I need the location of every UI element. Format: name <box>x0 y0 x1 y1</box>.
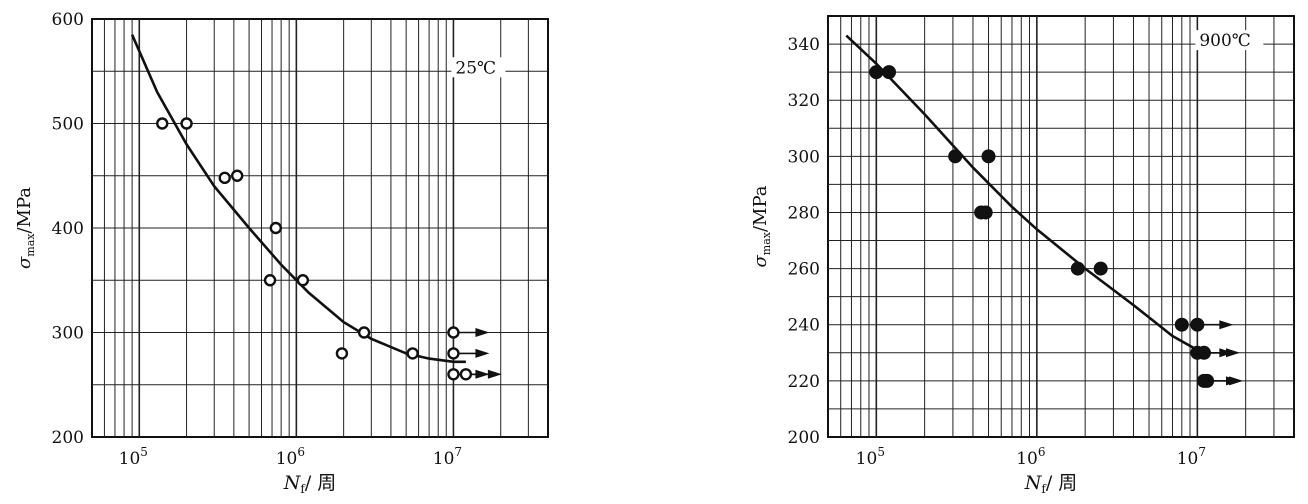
chart1-ytick-label: 500 <box>52 115 84 135</box>
chart2-data-point <box>1070 261 1085 276</box>
chart1-y-axis-symbol: σ <box>14 256 35 269</box>
chart1-runout-point <box>459 368 473 381</box>
chart2-data-point <box>978 205 993 220</box>
chart2-y-axis-label: σmax/MPa <box>750 185 773 267</box>
chart2-xtick-label: 106 <box>1016 445 1045 469</box>
chart1-xtick-exponent: 5 <box>140 445 148 459</box>
chart1-x-axis-symbol: N <box>283 472 302 494</box>
chart2-runout-arrow-head <box>1229 376 1244 386</box>
chart1-data-point <box>180 117 193 130</box>
chart2-y-axis-unit: /MPa <box>750 185 771 232</box>
chart1-temperature-label-bg <box>451 57 506 78</box>
chart1-xtick-label: 106 <box>276 445 305 469</box>
chart2-runout-point <box>1200 373 1215 388</box>
chart2-group: 200 220 240 260 280 300 320 340 105 106 107 Nf/ 周 σm… <box>750 15 1295 496</box>
chart2-data-point <box>1093 261 1108 276</box>
chart2-temperature-label: 900℃ <box>1199 31 1250 51</box>
chart2-plot-frame <box>827 15 1295 438</box>
chart1-y-axis-unit: /MPa <box>14 187 35 234</box>
chart1-runout-arrow-head <box>475 328 490 337</box>
chart1-xtick-exponent: 7 <box>454 445 462 459</box>
chart2-runout-arrow-head <box>1219 320 1234 330</box>
chart1-x-axis-label: Nf/ 周 <box>283 472 337 496</box>
chart2-ytick-label: 320 <box>788 91 820 111</box>
chart1-data-point <box>230 169 244 182</box>
chart2-data-point <box>882 65 897 80</box>
chart1-runout-point <box>447 326 460 339</box>
chart1-group: 200 300 400 500 600 105 106 107 Nf/ 周 σmax/MPa 25℃ <box>14 10 549 496</box>
chart1-ytick-label: 200 <box>52 428 84 448</box>
chart2-grid <box>828 16 1294 437</box>
chart1-data-point <box>296 274 310 287</box>
chart2-xtick-exponent: 5 <box>877 445 885 459</box>
chart1-y-axis-subscript: max <box>24 233 37 257</box>
chart2-runout-arrow-head <box>1226 348 1241 358</box>
chart1-grid <box>92 19 548 437</box>
chart2-runout-point <box>1190 317 1205 332</box>
chart1-ytick-label: 400 <box>52 219 84 239</box>
chart2-runout-point <box>1197 345 1212 360</box>
chart2-fitted-curve <box>845 34 1199 352</box>
chart2-temperature-label-bg <box>1195 30 1264 51</box>
chart2-x-axis-unit: / 周 <box>1046 472 1077 494</box>
chart2-y-axis-symbol: σ <box>750 255 771 268</box>
chart2-xtick-exponent: 6 <box>1038 445 1046 459</box>
chart2-ytick-label: 280 <box>788 203 820 223</box>
chart1-runout-arrow-head <box>475 348 490 358</box>
chart1-data-point <box>263 274 277 287</box>
chart2-data-point <box>869 65 884 80</box>
chart1-data-point <box>156 117 169 130</box>
chart2-xtick-label: 107 <box>1177 445 1206 469</box>
chart2-data-point <box>948 149 963 164</box>
chart2-ytick-label: 220 <box>788 372 820 392</box>
chart1-runout-point <box>447 347 460 360</box>
chart1-xtick-exponent: 6 <box>297 445 305 459</box>
chart1-ytick-label: 600 <box>52 10 84 30</box>
chart2-ytick-label: 260 <box>788 260 820 280</box>
chart1-data-point <box>218 171 231 185</box>
chart2-data-point <box>981 149 996 164</box>
chart1-data-point <box>357 326 371 339</box>
chart1-xtick-label: 107 <box>433 445 462 469</box>
chart2-y-axis-subscript: max <box>760 231 773 255</box>
chart1-runout-arrow-head <box>487 369 502 379</box>
chart2-x-axis-label: Nf/ 周 <box>1024 472 1078 496</box>
chart2-ytick-label: 200 <box>788 428 820 448</box>
chart1-data-point <box>269 221 283 235</box>
chart1-x-axis-unit: / 周 <box>305 472 336 494</box>
chart1-ytick-label: 300 <box>52 324 84 344</box>
chart1-runout-point <box>447 368 460 381</box>
chart1-data-point <box>406 347 419 360</box>
chart1-temperature-label: 25℃ <box>455 58 496 78</box>
chart2-ytick-label: 240 <box>788 316 820 336</box>
chart2-x-axis-symbol: N <box>1024 472 1043 494</box>
chart2-x-axis-subscript: f <box>1041 482 1047 496</box>
chart2-xtick-label: 105 <box>856 445 885 469</box>
chart1-x-axis-subscript: f <box>300 482 306 496</box>
chart1-fitted-curve <box>130 34 466 364</box>
chart1-data-point <box>335 347 349 360</box>
chart1-y-axis-label: σmax/MPa <box>14 187 37 269</box>
chart2-data-point <box>1174 317 1189 332</box>
chart2-xtick-exponent: 7 <box>1198 445 1206 459</box>
chart1-xtick-label: 105 <box>119 445 148 469</box>
chart2-ytick-label: 300 <box>788 147 820 167</box>
chart2-ytick-label: 340 <box>788 35 820 55</box>
